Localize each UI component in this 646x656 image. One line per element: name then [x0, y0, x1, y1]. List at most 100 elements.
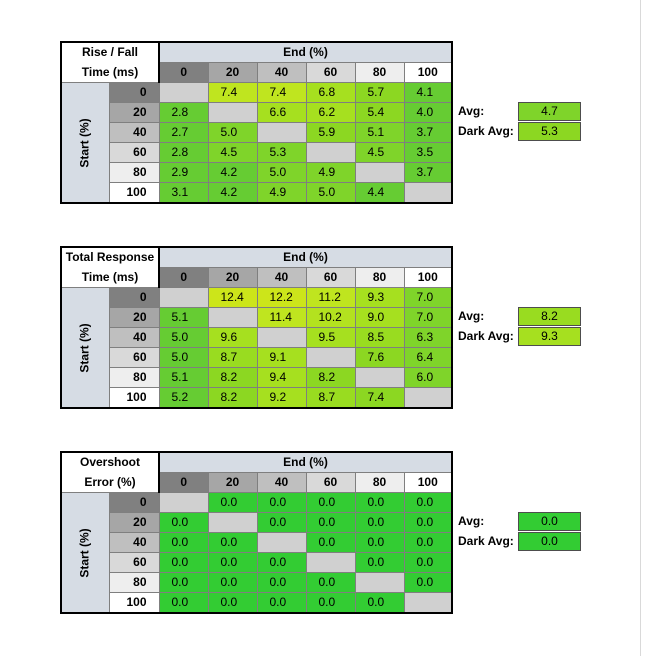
table-row: 20 5.1 11.4 10.2 9.0 7.0 — [61, 307, 453, 328]
diagonal-cell — [354, 367, 405, 388]
avg-label: Avg: — [458, 514, 485, 528]
diagonal-cell — [305, 347, 356, 368]
diagonal-cell — [403, 592, 453, 614]
start-row-header: 60 — [108, 142, 160, 163]
value-cell: 2.9 — [158, 162, 209, 183]
table-row: 60 2.8 4.5 5.3 4.5 3.5 — [61, 142, 453, 163]
total-response-table-block: Total Response End (%) Time (ms) 0 20 40 60 80 1… — [60, 246, 590, 409]
avg-value-box: 0.0 — [518, 512, 581, 531]
end-column-header: 60 — [305, 62, 356, 83]
value-cell: 12.2 — [256, 287, 307, 308]
diagonal-cell — [403, 182, 453, 204]
table-title-line-2: Time (ms) — [60, 267, 160, 288]
value-cell: 0.0 — [207, 492, 258, 513]
value-cell: 6.0 — [403, 367, 453, 388]
end-column-header: 0 — [158, 472, 209, 493]
diagonal-cell — [158, 287, 209, 308]
value-cell: 0.0 — [158, 552, 209, 573]
table-row: 100 0.0 0.0 0.0 0.0 0.0 — [61, 592, 453, 614]
table-row: 20 0.0 0.0 0.0 0.0 0.0 — [61, 512, 453, 533]
end-column-header: 60 — [305, 472, 356, 493]
value-cell: 5.1 — [158, 307, 209, 328]
value-cell: 7.0 — [403, 307, 453, 328]
value-cell: 0.0 — [158, 532, 209, 553]
start-axis-label: Start (%) — [77, 322, 92, 373]
end-column-header: 40 — [256, 472, 307, 493]
value-cell: 9.2 — [256, 387, 307, 409]
value-cell: 5.2 — [158, 387, 209, 409]
start-axis-header: Start (%) — [60, 492, 110, 614]
avg-value-box: 8.2 — [518, 307, 581, 326]
value-cell: 4.9 — [305, 162, 356, 183]
value-cell: 5.0 — [207, 122, 258, 143]
end-axis-header: End (%) — [158, 246, 453, 268]
value-cell: 9.1 — [256, 347, 307, 368]
dark-avg-value-box: 0.0 — [518, 532, 581, 551]
value-cell: 0.0 — [256, 512, 307, 533]
value-cell: 12.4 — [207, 287, 258, 308]
value-cell: 4.5 — [207, 142, 258, 163]
value-cell: 0.0 — [403, 572, 453, 593]
value-cell: 6.2 — [305, 102, 356, 123]
value-cell: 5.0 — [256, 162, 307, 183]
table-row: 80 2.9 4.2 5.0 4.9 3.7 — [61, 162, 453, 183]
value-cell: 2.8 — [158, 142, 209, 163]
end-column-header: 20 — [207, 472, 258, 493]
table-title-line-1: Total Response — [60, 246, 160, 268]
value-cell: 0.0 — [256, 492, 307, 513]
value-cell: 0.0 — [305, 572, 356, 593]
start-row-header: 20 — [108, 512, 160, 533]
value-cell: 4.1 — [403, 82, 453, 103]
start-row-header: 40 — [108, 327, 160, 348]
start-axis-label: Start (%) — [77, 527, 92, 578]
value-cell: 0.0 — [256, 552, 307, 573]
end-column-header: 80 — [354, 267, 405, 288]
value-cell: 0.0 — [354, 512, 405, 533]
end-column-header: 40 — [256, 62, 307, 83]
value-cell: 0.0 — [305, 512, 356, 533]
start-row-header: 0 — [108, 287, 160, 308]
diagonal-cell — [256, 532, 307, 553]
value-cell: 0.0 — [354, 492, 405, 513]
value-cell: 9.4 — [256, 367, 307, 388]
end-axis-header: End (%) — [158, 41, 453, 63]
end-axis-header: End (%) — [158, 451, 453, 473]
table-row: 60 5.0 8.7 9.1 7.6 6.4 — [61, 347, 453, 368]
response-matrix: Rise / Fall End (%) Time (ms) 0 20 40 60 80 100 S… — [60, 41, 453, 204]
overshoot-table-block: Overshoot End (%) Error (%) 0 20 40 60 80 100 Sta… — [60, 451, 590, 614]
value-cell: 7.6 — [354, 347, 405, 368]
diagonal-cell — [403, 387, 453, 409]
end-column-header: 0 — [158, 267, 209, 288]
diagonal-cell — [256, 327, 307, 348]
table-title-line-2: Time (ms) — [60, 62, 160, 83]
value-cell: 11.4 — [256, 307, 307, 328]
start-row-header: 80 — [108, 162, 160, 183]
value-cell: 0.0 — [354, 552, 405, 573]
value-cell: 4.5 — [354, 142, 405, 163]
end-column-header: 0 — [158, 62, 209, 83]
start-row-header: 20 — [108, 102, 160, 123]
value-cell: 9.0 — [354, 307, 405, 328]
table-title-line-2: Error (%) — [60, 472, 160, 493]
start-row-header: 20 — [108, 307, 160, 328]
avg-label: Avg: — [458, 104, 485, 118]
end-column-header: 100 — [403, 472, 453, 493]
value-cell: 8.7 — [207, 347, 258, 368]
dark-avg-label: Dark Avg: — [458, 534, 514, 548]
value-cell: 6.6 — [256, 102, 307, 123]
table-row: 40 2.7 5.0 5.9 5.1 3.7 — [61, 122, 453, 143]
dark-avg-label: Dark Avg: — [458, 124, 514, 138]
table-row: 20 2.8 6.6 6.2 5.4 4.0 — [61, 102, 453, 123]
start-axis-header: Start (%) — [60, 287, 110, 409]
value-cell: 5.9 — [305, 122, 356, 143]
start-row-header: 60 — [108, 347, 160, 368]
value-cell: 5.1 — [354, 122, 405, 143]
table-title-line-1: Rise / Fall — [60, 41, 160, 63]
value-cell: 0.0 — [207, 532, 258, 553]
value-cell: 8.2 — [207, 387, 258, 409]
table-row: 100 5.2 8.2 9.2 8.7 7.4 — [61, 387, 453, 409]
start-row-header: 80 — [108, 572, 160, 593]
value-cell: 0.0 — [207, 592, 258, 614]
diagonal-cell — [158, 492, 209, 513]
value-cell: 2.7 — [158, 122, 209, 143]
